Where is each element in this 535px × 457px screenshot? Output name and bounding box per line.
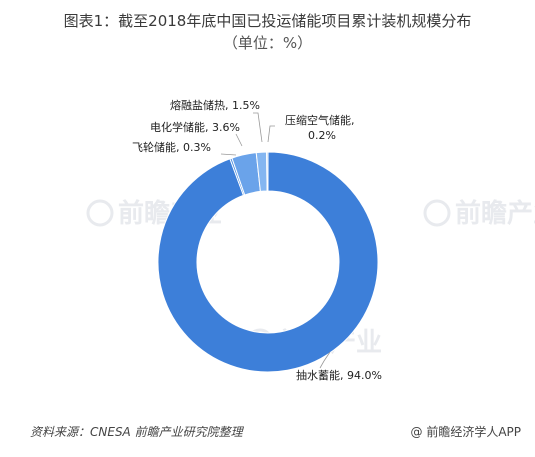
leader-line-compressed-air [267,125,275,143]
leader-lines [220,112,331,369]
slice-labels: 熔融盐储热, 1.5% 压缩空气储能, 0.2% 电化学储能, 3.6% 飞轮储… [132,98,382,382]
leader-line-flywheel [220,153,237,156]
label-flywheel: 飞轮储能, 0.3% [132,140,211,154]
leader-line-pumped-hydro [319,351,331,369]
brand-at-icon: @ [410,425,423,439]
watermark-text-right: 前瞻产业 [455,198,535,229]
leader-line-molten-salt [253,112,263,143]
brand-credit: @ 前瞻经济学人APP [410,423,521,440]
chart-title: 图表1：截至2018年底中国已投运储能项目累计装机规模分布 （单位：%） [0,10,535,54]
label-electrochemical: 电化学储能, 3.6% [150,120,240,134]
chart-subtitle: （单位：%） [222,34,313,52]
brand-name: 前瞻经济学人APP [426,425,521,439]
watermark-logo-icon [86,199,114,227]
label-pumped-hydro: 抽水蓄能, 94.0% [296,368,382,382]
donut-slices [157,151,379,373]
watermark-logo-icon [423,199,451,227]
label-compressed-air-line2: 0.2% [308,129,336,142]
leader-line-electrochemical [235,133,243,147]
slice-compressed-air [266,151,269,192]
label-compressed-air-line1: 压缩空气储能, [285,113,355,127]
slice-pumped-hydro [157,151,379,373]
chart-title-text: 图表1：截至2018年底中国已投运储能项目累计装机规模分布 [63,12,472,30]
source-note: 资料来源：CNESA 前瞻产业研究院整理 [30,425,243,439]
label-molten-salt: 熔融盐储热, 1.5% [170,98,260,112]
